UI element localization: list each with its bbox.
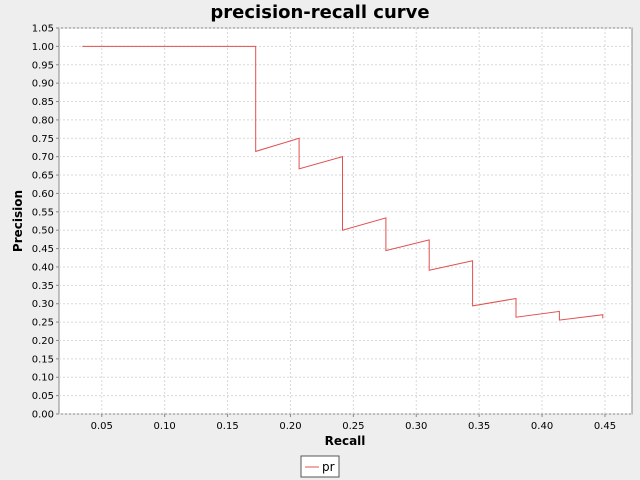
y-tick-label: 1.00 bbox=[32, 42, 54, 53]
x-tick-label: 0.10 bbox=[154, 421, 176, 432]
x-tick-label: 0.05 bbox=[91, 421, 113, 432]
y-tick-label: 0.15 bbox=[32, 354, 54, 365]
y-tick-label: 0.00 bbox=[32, 410, 54, 421]
y-tick-label: 0.75 bbox=[32, 134, 54, 145]
legend-label-pr: pr bbox=[322, 460, 335, 474]
y-tick-label: 0.70 bbox=[32, 152, 54, 163]
legend-box bbox=[300, 455, 340, 478]
series-line-pr bbox=[82, 45, 604, 321]
y-tick-label: 0.85 bbox=[32, 97, 54, 108]
y-tick-label: 0.80 bbox=[32, 115, 54, 126]
y-tick-label: 0.60 bbox=[32, 189, 54, 200]
y-tick-label: 0.30 bbox=[32, 299, 54, 310]
y-tick-label: 1.05 bbox=[32, 24, 54, 35]
y-tick-label: 0.25 bbox=[32, 318, 54, 329]
x-tick-label: 0.45 bbox=[594, 421, 616, 432]
x-tick-label: 0.40 bbox=[531, 421, 553, 432]
y-tick-label: 0.90 bbox=[32, 79, 54, 90]
y-tick-label: 0.55 bbox=[32, 207, 54, 218]
y-tick-label: 0.95 bbox=[32, 60, 54, 71]
chart-title: precision-recall curve bbox=[210, 2, 429, 23]
y-tick-label: 0.05 bbox=[32, 391, 54, 402]
y-tick-label: 0.10 bbox=[32, 373, 54, 384]
y-tick-label: 0.45 bbox=[32, 244, 54, 255]
y-tick-label: 0.20 bbox=[32, 336, 54, 347]
legend: pr bbox=[300, 455, 340, 478]
grid-lines bbox=[59, 27, 632, 415]
x-tick-label: 0.25 bbox=[342, 421, 364, 432]
x-axis-label: Recall bbox=[325, 434, 366, 448]
y-tick-label: 0.50 bbox=[32, 226, 54, 237]
x-tick-label: 0.20 bbox=[279, 421, 301, 432]
x-tick-label: 0.15 bbox=[216, 421, 238, 432]
series-group bbox=[82, 45, 604, 321]
x-tick-label: 0.30 bbox=[405, 421, 427, 432]
y-axis-label: Precision bbox=[11, 190, 25, 252]
y-tick-label: 0.40 bbox=[32, 262, 54, 273]
y-tick-label: 0.35 bbox=[32, 281, 54, 292]
axis-ticks: 0.05 0.10 0.15 0.20 0.25 0.30 0.35 0.40 0.45 0.00… bbox=[32, 24, 616, 433]
y-tick-label: 0.65 bbox=[32, 171, 54, 182]
plot-area bbox=[58, 27, 633, 415]
x-tick-label: 0.35 bbox=[468, 421, 490, 432]
